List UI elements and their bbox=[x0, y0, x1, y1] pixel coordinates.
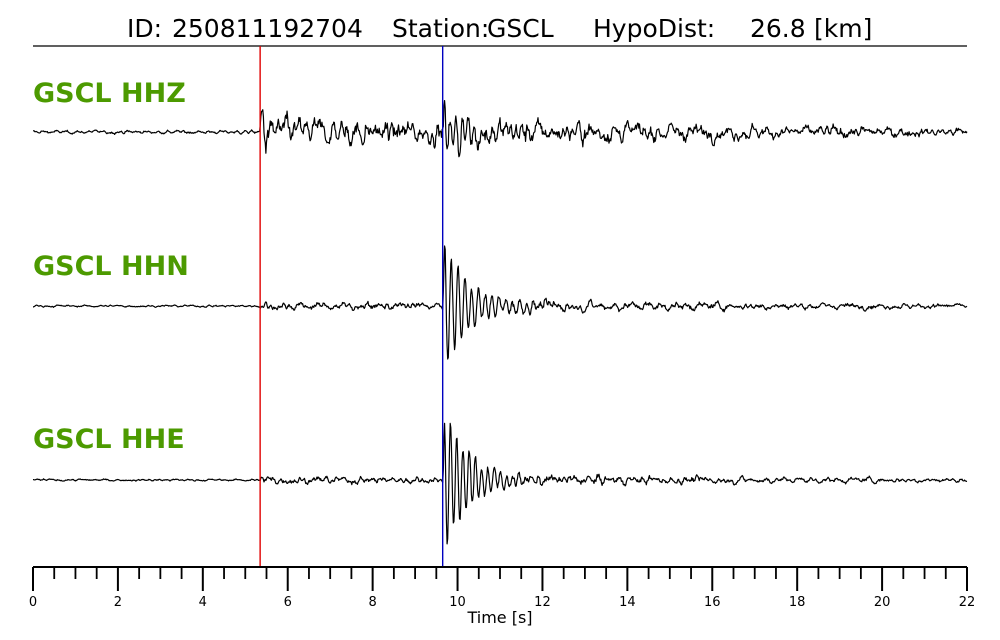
x-tick-label: 14 bbox=[619, 595, 636, 610]
time-axis: 0 2 4 6 8 10 12 14 16 18 20 22 bbox=[29, 566, 976, 610]
title-station-value: GSCL bbox=[487, 14, 554, 43]
phase-picks bbox=[259, 46, 444, 567]
waveform-gscl-hhn bbox=[32, 245, 968, 360]
channel-label-hhz: GSCL HHZ bbox=[33, 78, 186, 109]
x-axis-label: Time [s] bbox=[466, 608, 532, 627]
waveform-traces bbox=[32, 100, 968, 545]
x-tick-label: 6 bbox=[284, 595, 292, 610]
title-dist-value: 26.8 bbox=[750, 14, 806, 43]
x-tick-label: 10 bbox=[449, 595, 466, 610]
title-station-label: Station: bbox=[392, 14, 489, 43]
channel-label-hhe: GSCL HHE bbox=[33, 424, 185, 455]
waveform-gscl-hhz bbox=[32, 100, 968, 158]
x-tick-label: 16 bbox=[704, 595, 721, 610]
x-tick-label: 12 bbox=[534, 595, 551, 610]
waveform-gscl-hhe bbox=[32, 422, 968, 545]
x-tick-label: 18 bbox=[789, 595, 806, 610]
x-tick-label: 20 bbox=[874, 595, 891, 610]
figure-title: ID: 250811192704 Station: GSCL HypoDist:… bbox=[127, 14, 872, 43]
title-dist-unit: [km] bbox=[814, 14, 872, 43]
title-dist-label: HypoDist: bbox=[593, 14, 715, 43]
x-tick-label: 8 bbox=[368, 595, 376, 610]
channel-label-hhn: GSCL HHN bbox=[33, 251, 189, 282]
x-tick-label: 2 bbox=[114, 595, 122, 610]
x-tick-label: 4 bbox=[199, 595, 207, 610]
x-tick-label: 22 bbox=[959, 595, 976, 610]
x-tick-label: 0 bbox=[29, 595, 37, 610]
title-id-label: ID: bbox=[127, 14, 162, 43]
title-id-value: 250811192704 bbox=[172, 14, 363, 43]
